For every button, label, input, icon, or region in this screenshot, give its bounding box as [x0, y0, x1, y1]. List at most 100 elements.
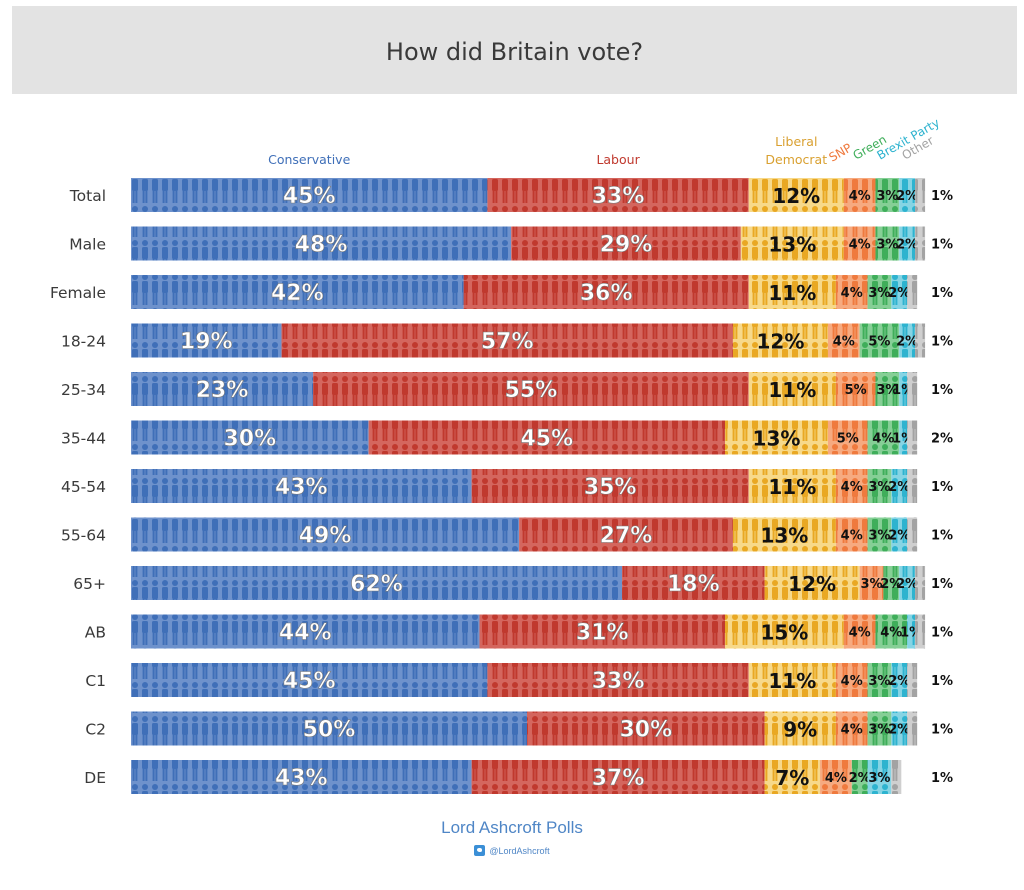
data-label: 4%: [841, 286, 863, 301]
series-label: Democrat: [765, 152, 827, 167]
bar-segment: [891, 760, 902, 794]
bar-segment: [131, 323, 282, 358]
data-label: 4%: [849, 626, 871, 641]
data-label: 11%: [768, 475, 816, 499]
bar-segment: [835, 469, 868, 503]
bar-segment: [843, 178, 876, 212]
bar-segment: [915, 226, 926, 261]
data-label: 2%: [896, 577, 918, 592]
data-label: 36%: [580, 281, 633, 306]
bar-segment: [725, 420, 828, 455]
data-label: 2%: [880, 577, 902, 592]
data-label: 4%: [841, 674, 863, 689]
category-label: 18-24: [61, 333, 106, 351]
data-label: 33%: [592, 669, 645, 694]
data-label: 50%: [303, 718, 356, 743]
data-label: 9%: [783, 718, 817, 742]
bar-segment: [907, 663, 918, 697]
data-label: 7%: [775, 766, 809, 790]
bar-segment: [907, 372, 918, 406]
data-label: 2%: [896, 335, 918, 350]
bar-segment: [835, 372, 876, 406]
bar-segment: [740, 226, 844, 261]
bar-segment: [843, 614, 876, 649]
bar-segment: [835, 275, 868, 309]
twitter-icon: [474, 845, 486, 856]
data-label: 43%: [275, 475, 328, 500]
data-label: 2%: [888, 674, 910, 689]
data-label: 3%: [860, 577, 882, 592]
data-label: 42%: [271, 281, 324, 306]
data-label: 5%: [845, 383, 867, 398]
data-label: 43%: [275, 766, 328, 791]
category-label: 35-44: [61, 430, 106, 448]
data-label: 1%: [931, 189, 953, 204]
bar-segment: [899, 372, 908, 406]
data-label: 2%: [931, 432, 953, 447]
data-label: 3%: [868, 286, 890, 301]
data-label: 1%: [931, 286, 953, 301]
data-label: 2%: [888, 480, 910, 495]
data-label: 3%: [868, 674, 890, 689]
bar-segment: [875, 614, 908, 649]
bar-segment: [732, 323, 828, 358]
data-label: 2%: [896, 189, 918, 204]
data-label: 3%: [868, 771, 890, 786]
bar-segment: [622, 566, 765, 600]
bar-segment: [835, 663, 868, 697]
category-label: C1: [85, 672, 106, 690]
series-label: SNP: [827, 141, 855, 165]
bar-segment: [899, 566, 916, 600]
bar-segment: [131, 420, 369, 455]
bar-segment: [487, 178, 749, 212]
category-label: Male: [69, 236, 106, 254]
bar-segment: [764, 711, 836, 746]
bar-segment: [867, 420, 900, 455]
bar-segment: [907, 275, 918, 309]
bar-segment: [725, 614, 844, 649]
bar-segment: [131, 566, 623, 600]
bar-segment: [875, 226, 900, 261]
bar-segment: [875, 372, 900, 406]
data-label: 62%: [350, 572, 403, 597]
bar-segment: [907, 711, 918, 746]
footer-handle-text: @LordAshcroft: [489, 846, 550, 856]
data-label: 11%: [768, 378, 816, 402]
data-label: 5%: [868, 335, 890, 350]
data-label: 3%: [868, 480, 890, 495]
bar-segment: [748, 372, 836, 406]
data-label: 45%: [283, 669, 336, 694]
data-label: 1%: [931, 723, 953, 738]
data-label: 27%: [600, 524, 653, 549]
category-label: 45-54: [61, 478, 106, 496]
bar-segment: [835, 711, 868, 746]
category-label: 65+: [73, 575, 106, 593]
data-label: 13%: [760, 524, 808, 548]
data-label: 1%: [931, 674, 953, 689]
data-label: 1%: [931, 626, 953, 641]
bar-segment: [368, 420, 725, 455]
bar-segment: [907, 469, 918, 503]
bar-segment: [891, 275, 908, 309]
category-label: C2: [85, 721, 106, 739]
bar-segment: [867, 517, 892, 552]
data-label: 4%: [841, 529, 863, 544]
data-label: 31%: [576, 621, 629, 646]
data-label: 4%: [833, 335, 855, 350]
bar-segment: [511, 226, 741, 261]
data-label: 13%: [753, 427, 801, 451]
bar-segment: [748, 469, 836, 503]
bar-segment: [748, 275, 836, 309]
bar-segment: [479, 614, 725, 649]
series-label: Conservative: [268, 152, 350, 167]
bar-segment: [835, 517, 868, 552]
series-label: Labour: [596, 152, 640, 167]
bar-segment: [463, 275, 749, 309]
bar-segment: [487, 663, 749, 697]
bar-segment: [827, 323, 860, 358]
bar-segment: [867, 760, 892, 794]
data-label: 1%: [931, 529, 953, 544]
data-label: 5%: [837, 432, 859, 447]
data-label: 4%: [880, 626, 902, 641]
